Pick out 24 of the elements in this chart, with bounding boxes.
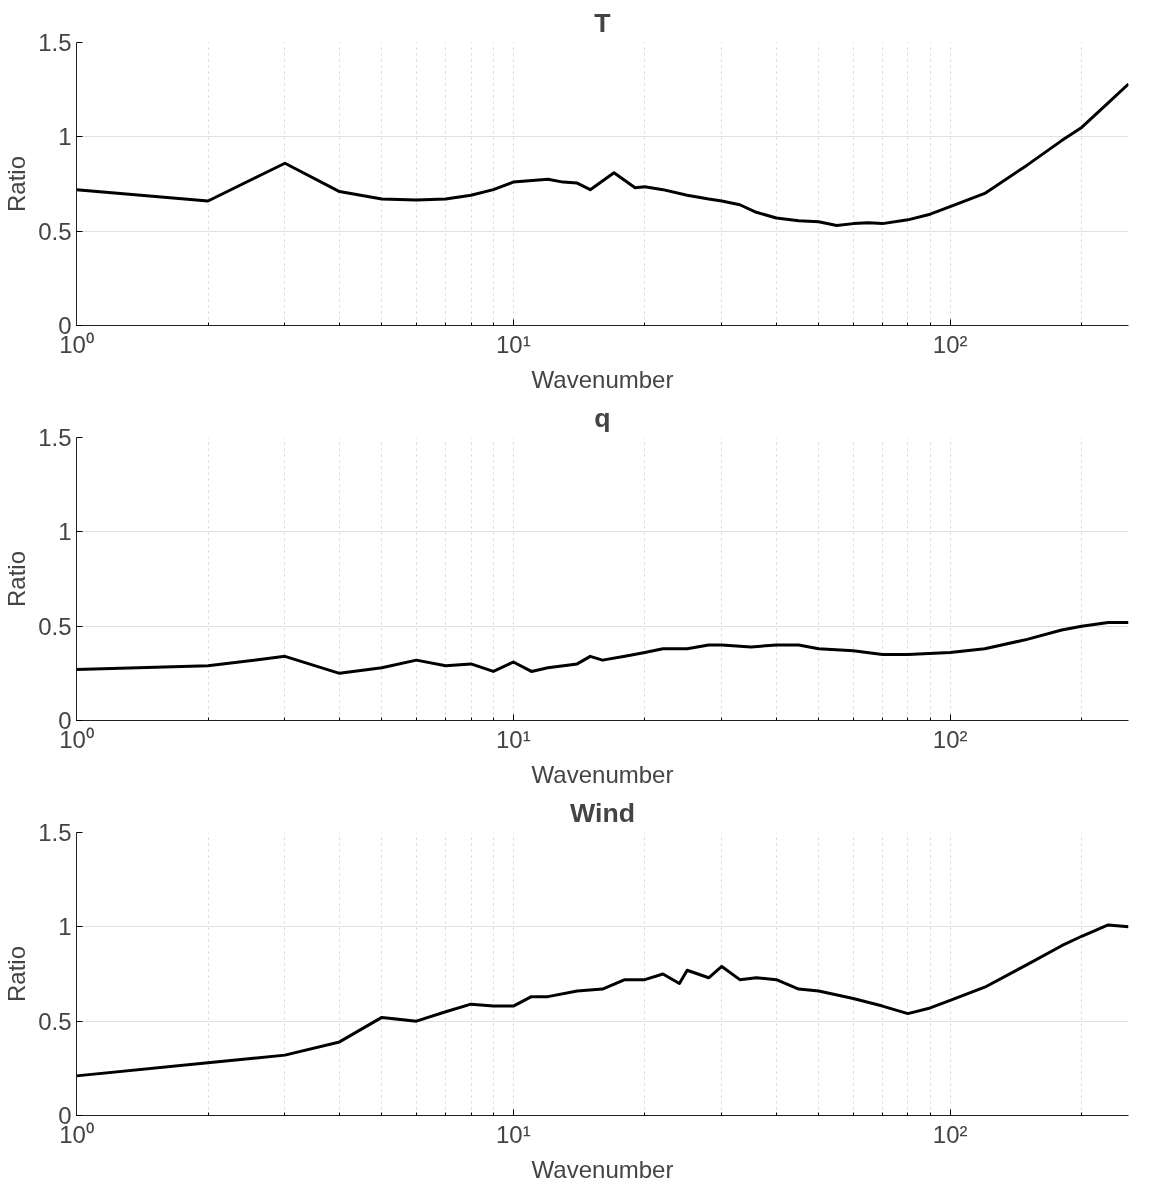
y-tick-label: 0.5: [38, 612, 72, 640]
y-tick-label: 1: [58, 913, 72, 941]
chart-title: T: [594, 7, 611, 38]
x-axis-title: Wavenumber: [531, 1155, 674, 1183]
y-tick-label: 1: [58, 518, 72, 546]
y-axis-title: Ratio: [3, 550, 31, 608]
y-axis-title: Ratio: [3, 945, 31, 1003]
y-tick-label: 1.5: [38, 29, 72, 56]
y-tick-label: 0.5: [38, 1007, 72, 1035]
y-tick-label: 0.5: [38, 217, 72, 245]
y-tick-label: 1.5: [38, 424, 72, 451]
x-tick-label: 10¹: [495, 330, 531, 358]
y-axis-title: Ratio: [3, 155, 31, 213]
y-tick-label: 1: [58, 123, 72, 151]
x-tick-label: 10¹: [495, 725, 531, 753]
x-axis-title: Wavenumber: [531, 760, 674, 788]
chart-title: q: [594, 402, 611, 433]
x-axis-title: Wavenumber: [531, 365, 674, 393]
x-tick-label: 10²: [932, 725, 968, 753]
y-tick-label: 1.5: [38, 819, 72, 846]
x-tick-label: 10¹: [495, 1120, 531, 1148]
x-tick-label: 10²: [932, 330, 968, 358]
chart-title: Wind: [570, 797, 635, 828]
x-tick-label: 10²: [932, 1120, 968, 1148]
